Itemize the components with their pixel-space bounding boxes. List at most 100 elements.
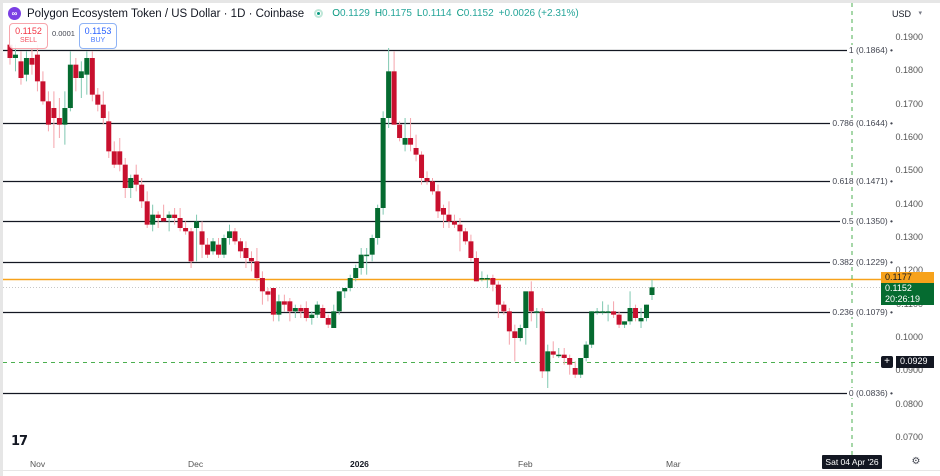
candle	[226, 224, 232, 245]
candle	[391, 51, 397, 125]
price-axis-label: 0.1900	[895, 32, 923, 42]
candle	[106, 111, 112, 158]
candle	[484, 274, 490, 288]
candle	[34, 44, 40, 92]
candle	[166, 211, 172, 232]
candle	[572, 361, 578, 378]
candle	[73, 57, 79, 92]
buy-button[interactable]: 0.1153 BUY	[79, 23, 117, 49]
candle	[133, 164, 139, 192]
candle	[611, 301, 617, 318]
price-axis-label: 0.1000	[895, 331, 923, 342]
candle	[111, 141, 117, 168]
symbol-title[interactable]: Polygon Ecosystem Token / US Dollar · 1D…	[27, 7, 305, 20]
price-axis-label: 0.1600	[895, 131, 923, 142]
currency-label: USD	[892, 9, 912, 19]
buy-label: BUY	[90, 37, 106, 44]
candle	[210, 237, 216, 255]
candle	[18, 51, 24, 85]
candle	[358, 247, 364, 275]
candle	[89, 51, 95, 102]
candle	[380, 111, 386, 215]
currency-selector[interactable]: USD ▾	[886, 6, 926, 22]
close-value: 0.1152	[463, 8, 494, 19]
candle	[413, 134, 419, 162]
candle	[462, 227, 468, 245]
candle	[62, 91, 68, 145]
crosshair-price-tag: 0.0929	[896, 356, 934, 368]
candle	[468, 234, 474, 262]
open-key: O	[332, 8, 340, 19]
candle	[287, 297, 293, 322]
candle	[342, 287, 348, 298]
sell-button[interactable]: 0.1152 SELL	[9, 23, 48, 49]
candle	[331, 304, 337, 328]
candle	[627, 291, 633, 325]
price-axis-label: 0.1800	[895, 65, 923, 76]
high-value: 0.1175	[382, 8, 412, 19]
candle	[117, 137, 123, 172]
candle	[440, 204, 446, 228]
candle	[605, 304, 611, 322]
candle	[161, 204, 167, 222]
bar-countdown: 20:26:19	[885, 294, 921, 304]
candle	[622, 321, 628, 328]
candle	[364, 247, 370, 275]
candle	[435, 184, 441, 218]
candle	[12, 44, 18, 72]
bottom-divider	[0, 470, 940, 471]
candle	[205, 237, 211, 258]
candle	[397, 121, 403, 142]
candle	[512, 324, 518, 362]
candle	[446, 201, 452, 228]
candle	[633, 304, 639, 322]
candle	[523, 291, 529, 345]
candle	[139, 177, 145, 208]
candle	[473, 251, 479, 282]
candle	[221, 234, 227, 258]
price-axis-label: 0.1500	[895, 165, 923, 176]
candle	[237, 237, 243, 258]
candle	[325, 314, 331, 328]
market-status-icon[interactable]	[314, 9, 324, 18]
candle	[298, 304, 304, 318]
candle	[369, 234, 375, 262]
add-alert-plus-icon[interactable]: +	[881, 356, 893, 368]
candle	[644, 304, 650, 322]
candle	[534, 307, 540, 328]
fib-level-label: 0.236 (0.1079) •	[830, 306, 895, 317]
candle	[177, 207, 183, 232]
candle	[457, 217, 463, 252]
fib-level-label: 0.618 (0.1471) •	[830, 175, 895, 186]
candle	[172, 207, 178, 225]
candle	[51, 91, 57, 148]
chevron-down-icon: ▾	[918, 10, 922, 17]
low-key: L	[416, 8, 423, 19]
price-axis-label: 0.0700	[895, 431, 923, 442]
candle	[561, 347, 567, 365]
time-axis-label: Mar	[666, 459, 681, 469]
settings-gear-icon[interactable]: ⚙	[911, 456, 921, 467]
open-value: 0.1129	[339, 8, 370, 19]
buy-price: 0.1153	[84, 26, 112, 36]
sell-label: SELL	[19, 37, 38, 44]
candle	[314, 301, 320, 318]
candle	[402, 117, 408, 152]
candle	[150, 204, 156, 232]
candle	[616, 311, 622, 328]
candle	[517, 324, 523, 342]
candle	[95, 87, 101, 112]
tradingview-logo-icon[interactable]: 𝟭𝟳	[11, 433, 28, 448]
candle	[567, 354, 573, 375]
candle	[67, 51, 73, 112]
candle	[479, 271, 485, 282]
candle	[578, 357, 584, 378]
fibonacci-lines	[3, 49, 893, 395]
candle	[336, 291, 342, 315]
candle	[347, 274, 353, 292]
candle	[386, 47, 392, 128]
horizontal-lines	[3, 278, 881, 363]
candle	[188, 227, 194, 268]
